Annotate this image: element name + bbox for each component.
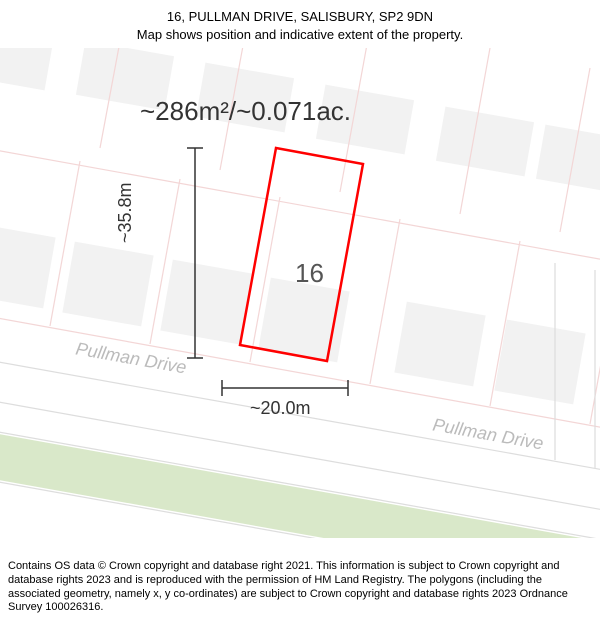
footer-copyright: Contains OS data © Crown copyright and d…	[0, 554, 600, 625]
map-area: ~286m²/~0.071ac. ~35.8m ~20.0m 16 Pullma…	[0, 48, 600, 538]
subtitle-line: Map shows position and indicative extent…	[10, 26, 590, 44]
plot-number-label: 16	[295, 258, 324, 289]
area-label: ~286m²/~0.071ac.	[140, 96, 351, 127]
height-dimension-label: ~35.8m	[115, 182, 136, 243]
width-dimension-label: ~20.0m	[250, 398, 311, 419]
header: 16, PULLMAN DRIVE, SALISBURY, SP2 9DN Ma…	[0, 0, 600, 48]
address-line: 16, PULLMAN DRIVE, SALISBURY, SP2 9DN	[10, 8, 590, 26]
